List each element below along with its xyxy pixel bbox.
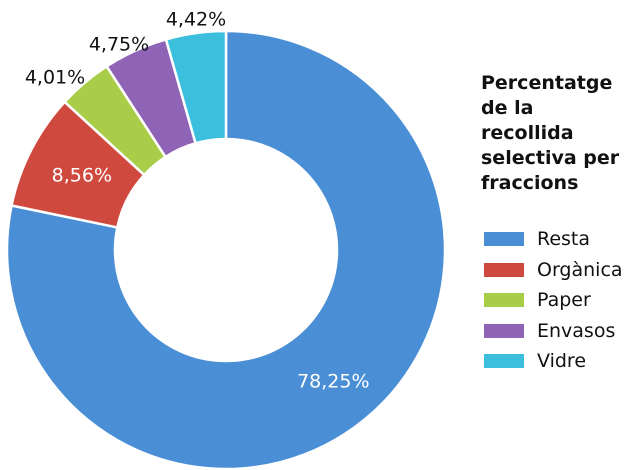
data-label-envasos: 4,75% xyxy=(89,34,149,56)
legend-label-resta: Resta xyxy=(537,228,591,251)
data-label-organica: 8,56% xyxy=(52,165,112,187)
legend-swatch-organica xyxy=(484,262,524,277)
data-label-vidre: 4,42% xyxy=(166,9,226,31)
legend: Resta Orgànica Paper Envasos Vidre xyxy=(484,224,623,377)
legend-item-vidre: Vidre xyxy=(484,346,623,377)
legend-item-resta: Resta xyxy=(484,224,623,255)
data-label-resta: 78,25% xyxy=(297,370,369,392)
legend-swatch-vidre xyxy=(484,354,524,369)
legend-swatch-resta xyxy=(484,232,524,247)
slice-vidre xyxy=(164,29,228,145)
legend-item-organica: Orgànica xyxy=(484,255,623,286)
legend-swatch-envasos xyxy=(484,323,524,338)
legend-title: Percentatge de la recollida selectiva pe… xyxy=(481,72,620,194)
legend-item-paper: Paper xyxy=(484,285,623,316)
legend-label-paper: Paper xyxy=(537,289,591,312)
legend-swatch-paper xyxy=(484,293,524,308)
legend-item-envasos: Envasos xyxy=(484,316,623,347)
slice-resta xyxy=(5,29,447,470)
legend-label-organica: Orgànica xyxy=(537,258,623,281)
legend-label-envasos: Envasos xyxy=(537,319,616,342)
data-label-paper: 4,01% xyxy=(25,67,85,89)
legend-label-vidre: Vidre xyxy=(537,350,587,373)
